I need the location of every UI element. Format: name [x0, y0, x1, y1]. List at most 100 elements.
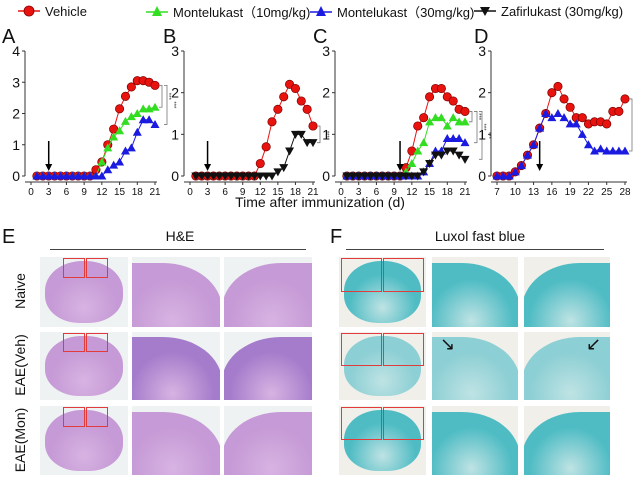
data-point — [430, 151, 440, 160]
data-point — [203, 172, 213, 181]
blue-triangle-marker-icon — [310, 6, 332, 16]
data-point — [559, 113, 569, 122]
data-point — [85, 171, 95, 180]
data-point — [109, 160, 119, 169]
data-point — [577, 113, 587, 123]
data-point — [436, 83, 446, 94]
data-point — [232, 172, 242, 181]
lfb-title: Luxol fast blue — [434, 228, 526, 244]
data-point — [407, 172, 417, 181]
data-point — [354, 172, 364, 181]
series-line — [195, 133, 313, 177]
data-point — [79, 171, 89, 180]
lfb-tissue-section — [524, 262, 610, 327]
x-tick-label: 18 — [290, 187, 302, 198]
panel-letter-c: C — [313, 26, 328, 48]
region-highlight-box — [340, 333, 383, 366]
data-point — [91, 171, 101, 180]
data-point — [559, 94, 569, 104]
data-point — [448, 113, 458, 122]
data-point — [132, 127, 142, 136]
data-point — [144, 115, 154, 124]
lfb-tissue-section — [432, 262, 518, 327]
data-point — [366, 172, 376, 181]
data-point — [596, 144, 606, 153]
x-tick-label: 7 — [494, 187, 500, 198]
data-point — [602, 119, 612, 129]
data-point — [413, 121, 423, 131]
y-tick-label: 1 — [322, 126, 330, 142]
he-image-tile — [224, 332, 312, 400]
data-point — [238, 172, 248, 181]
data-point — [377, 172, 387, 181]
data-point — [436, 151, 446, 160]
data-point — [348, 172, 358, 181]
data-point — [547, 88, 557, 98]
data-point — [290, 130, 300, 139]
legend-label: Vehicle — [45, 3, 87, 19]
y-tick-label: 1 — [12, 137, 20, 153]
he-image-tile — [224, 406, 312, 475]
x-tick-label: 16 — [546, 187, 558, 198]
lfb-image-tile — [432, 257, 518, 327]
data-point — [460, 106, 470, 116]
data-point — [590, 146, 600, 155]
demyelination-arrow-icon: ↘ — [440, 334, 456, 354]
significance-bracket — [474, 111, 478, 144]
data-point — [541, 109, 551, 117]
data-point — [267, 117, 277, 127]
he-title: H&E — [165, 228, 195, 244]
y-tick-label: 3 — [322, 43, 330, 59]
data-point — [460, 155, 470, 164]
data-point — [620, 146, 630, 155]
data-point — [267, 172, 277, 181]
legend-label: Montelukast（10mg/kg) — [173, 4, 311, 20]
data-point — [448, 134, 458, 142]
data-point — [577, 129, 587, 138]
significance-label: *** — [480, 124, 486, 132]
data-point — [273, 168, 283, 177]
data-point — [120, 116, 130, 125]
row-label-eae-mon: EAE(Mon) — [12, 407, 28, 473]
data-point — [436, 113, 446, 122]
data-point — [614, 146, 624, 155]
data-point — [261, 172, 271, 181]
data-point — [425, 117, 435, 126]
legend-item-vehicle: Vehicle — [18, 3, 87, 19]
data-point — [395, 172, 405, 181]
data-point — [448, 147, 458, 156]
y-tick-label: 0 — [322, 168, 330, 184]
data-point — [56, 171, 66, 180]
data-point — [115, 157, 125, 166]
lfb-tissue-section — [432, 411, 518, 475]
x-tick-label: 9 — [81, 187, 87, 198]
region-highlight-box — [382, 333, 425, 366]
significance-bracket — [479, 111, 483, 160]
data-point — [279, 164, 289, 173]
data-point — [255, 158, 265, 169]
y-tick-label: 2 — [171, 85, 179, 101]
y-tick-label: 3 — [12, 74, 20, 90]
region-highlight-box — [85, 333, 108, 353]
data-point — [44, 171, 54, 180]
data-point — [103, 165, 113, 174]
y-tick-label: 0 — [171, 168, 179, 184]
region-highlight-box — [62, 258, 85, 278]
data-point — [285, 147, 295, 156]
legend-item-montelukast-10: Montelukast（10mg/kg) — [146, 3, 311, 20]
data-point — [401, 172, 411, 181]
data-point — [442, 134, 452, 142]
region-highlight-box — [340, 407, 383, 441]
x-tick-label: 6 — [374, 187, 380, 198]
treatment-arrow-head — [536, 164, 544, 171]
region-highlight-box — [62, 407, 85, 427]
data-point — [109, 132, 119, 141]
data-point — [620, 94, 630, 104]
x-tick-label: 15 — [424, 187, 436, 198]
legend: Vehicle Montelukast（10mg/kg) Montelukast… — [0, 0, 637, 22]
significance-label: *** — [323, 131, 329, 139]
data-point — [492, 171, 502, 180]
data-point — [255, 172, 265, 181]
x-tick-label: 15 — [114, 187, 126, 198]
